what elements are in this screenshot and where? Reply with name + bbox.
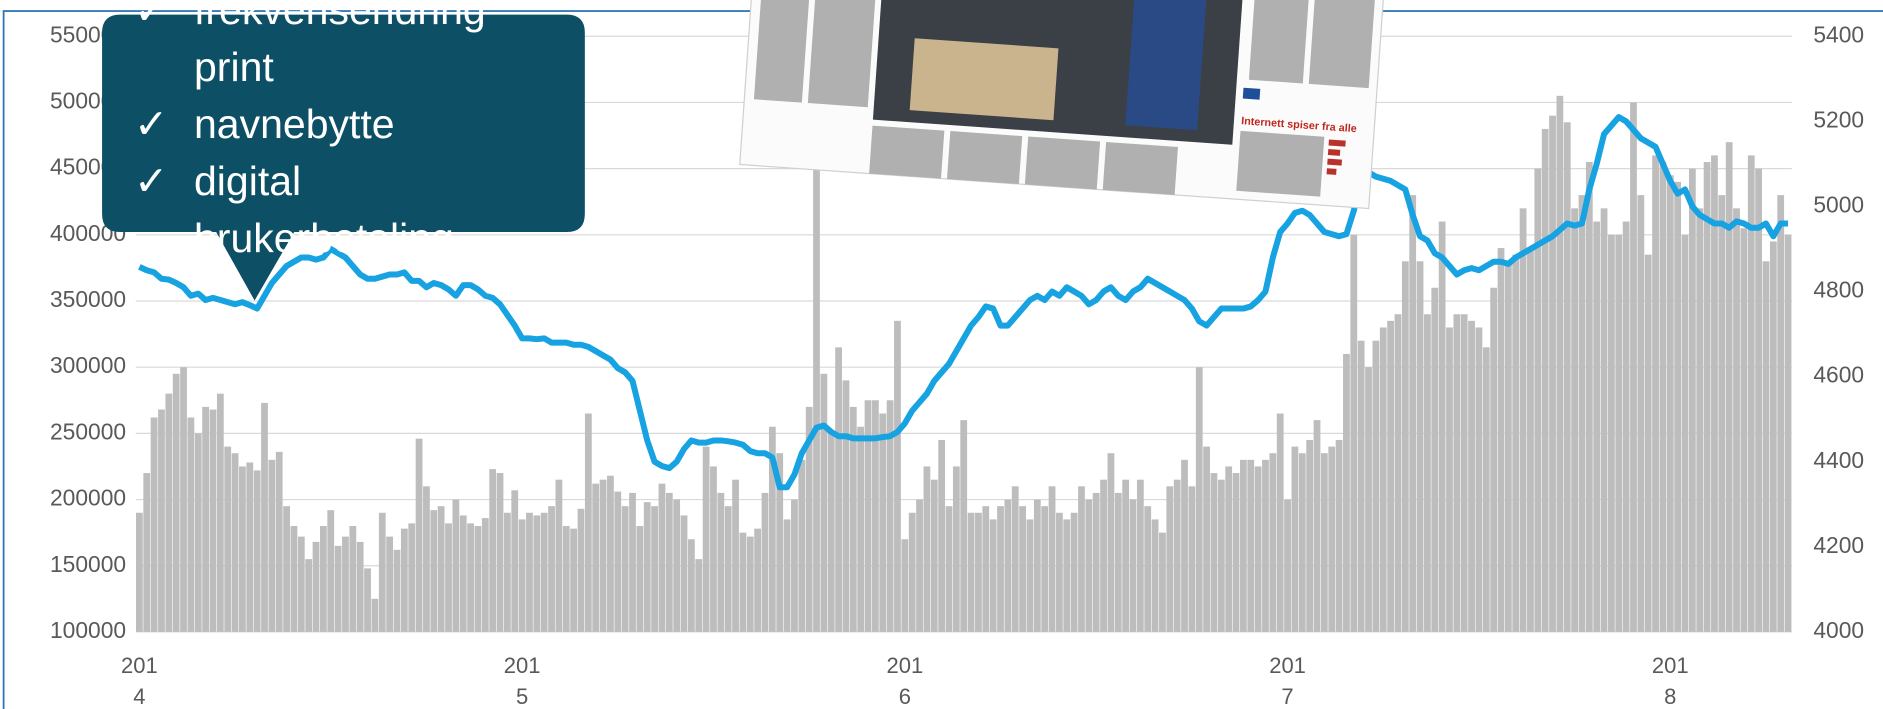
- callout-item: navnebytte: [134, 96, 564, 153]
- x-tick-label: 2016: [886, 650, 923, 709]
- callout-item: digital brukerbetaling: [134, 153, 564, 267]
- callout-list: frekvensendring print navnebytte digital…: [134, 0, 564, 267]
- newspaper-photo-detail: [1125, 0, 1207, 130]
- x-tick-label: 2017: [1269, 650, 1306, 709]
- x-tick-label: 2018: [1652, 650, 1689, 709]
- x-tick-label: 2015: [504, 650, 541, 709]
- x-tick-label: 2014: [121, 650, 158, 709]
- page: 1000001500002000002500003000003500004000…: [0, 0, 1883, 709]
- callout-item: frekvensendring print: [134, 0, 564, 96]
- newspaper-logo: [1243, 88, 1261, 100]
- newspaper-photo-detail: [910, 38, 1059, 120]
- newspaper-clipping: Internett spiser fra alle: [740, 0, 1387, 208]
